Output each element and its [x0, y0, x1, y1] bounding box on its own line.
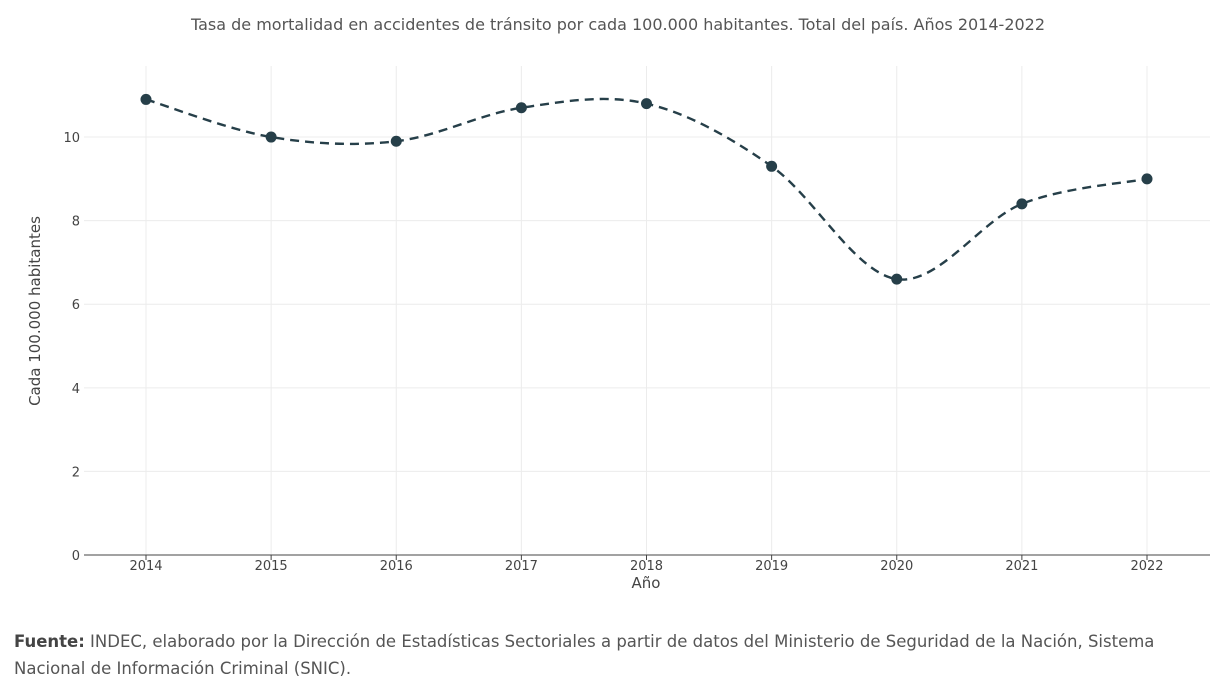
x-tick-label: 2020: [880, 559, 913, 574]
chart-grid: [84, 66, 1210, 555]
y-tick-label: 2: [72, 465, 80, 480]
y-tick-label: 10: [63, 131, 80, 146]
source-label: Fuente:: [14, 632, 85, 651]
source-note: Fuente: INDEC, elaborado por la Direcció…: [14, 628, 1204, 682]
x-tick-label: 2015: [255, 559, 288, 574]
data-point[interactable]: [766, 160, 778, 172]
x-axis-label: Año: [632, 574, 661, 592]
line-chart: Tasa de mortalidad en accidentes de trán…: [26, 15, 1210, 592]
y-tick-label: 4: [72, 382, 80, 397]
x-tick-label: 2017: [505, 559, 538, 574]
x-tick-label: 2016: [380, 559, 413, 574]
data-point[interactable]: [891, 273, 903, 285]
x-tick-label: 2014: [129, 559, 162, 574]
chart-title: Tasa de mortalidad en accidentes de trán…: [190, 15, 1045, 34]
y-tick-label: 0: [72, 549, 80, 564]
data-point[interactable]: [641, 98, 652, 110]
x-tick-label: 2021: [1005, 559, 1038, 574]
data-point[interactable]: [1141, 173, 1153, 185]
x-tick-label: 2018: [630, 559, 663, 574]
data-point[interactable]: [140, 93, 152, 105]
chart-series: [140, 93, 1153, 285]
y-axis-label: Cada 100.000 habitantes: [26, 216, 44, 406]
x-tick-label: 2019: [755, 559, 788, 574]
y-tick-label: 6: [72, 298, 80, 313]
chart-axes: 0 2 4 6 8 10 2014 2015 2016 2017 2018 2019 2020 2021 2…: [63, 131, 1210, 574]
data-point[interactable]: [390, 135, 402, 147]
source-text: INDEC, elaborado por la Dirección de Est…: [14, 632, 1155, 678]
data-point[interactable]: [515, 102, 527, 114]
data-point[interactable]: [265, 131, 277, 143]
y-tick-label: 8: [72, 215, 80, 230]
x-tick-label: 2022: [1130, 559, 1163, 574]
data-point[interactable]: [1016, 198, 1028, 210]
